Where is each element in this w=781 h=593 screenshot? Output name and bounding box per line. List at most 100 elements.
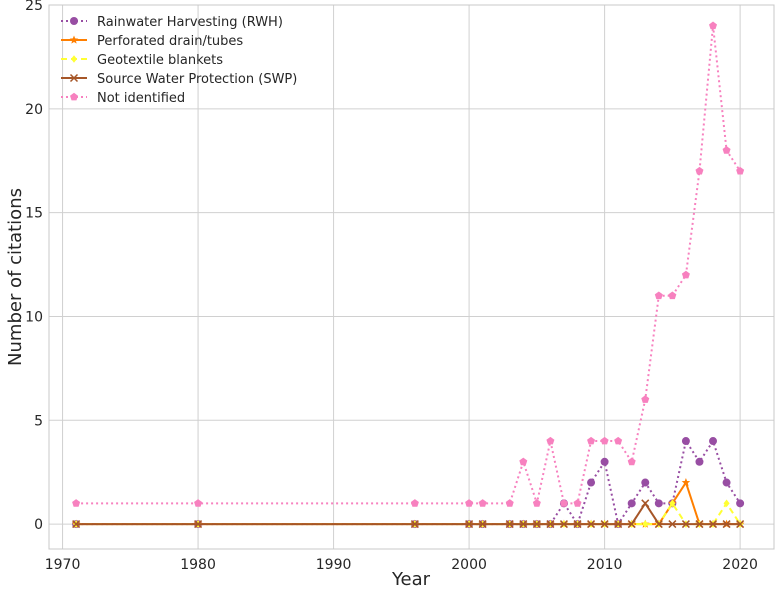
data-point bbox=[573, 520, 582, 529]
y-axis-label: Number of citations bbox=[5, 188, 26, 366]
series-3 bbox=[72, 499, 745, 529]
data-point bbox=[681, 270, 690, 279]
data-point bbox=[627, 520, 636, 529]
data-point bbox=[695, 166, 704, 175]
data-point bbox=[194, 520, 203, 529]
legend-label: Source Water Protection (SWP) bbox=[97, 72, 297, 87]
data-point bbox=[654, 499, 663, 508]
plot-background bbox=[49, 5, 774, 549]
legend-label: Perforated drain/tubes bbox=[97, 34, 243, 49]
data-point bbox=[505, 520, 514, 529]
data-point bbox=[654, 291, 663, 300]
data-point bbox=[641, 499, 650, 508]
data-point bbox=[709, 437, 718, 446]
y-tick-label: 15 bbox=[25, 206, 43, 222]
data-point bbox=[669, 499, 676, 508]
data-point bbox=[72, 520, 81, 529]
y-tick-label: 25 bbox=[25, 0, 43, 14]
data-point bbox=[708, 520, 718, 529]
plot-frame bbox=[48, 4, 775, 550]
data-point bbox=[478, 499, 487, 507]
legend-marker bbox=[69, 35, 79, 44]
data-point bbox=[532, 499, 541, 507]
y-tick-label: 20 bbox=[25, 102, 43, 118]
legend-marker bbox=[70, 17, 78, 25]
x-tick-label: 1970 bbox=[45, 557, 81, 573]
data-point bbox=[695, 457, 704, 466]
legend-marker bbox=[70, 55, 78, 63]
data-point bbox=[709, 21, 718, 30]
y-axis-ticks: 0 5 10 15 20 25 bbox=[25, 0, 43, 533]
data-point bbox=[519, 457, 528, 466]
data-point bbox=[668, 291, 677, 300]
data-point bbox=[465, 520, 474, 529]
data-point bbox=[723, 499, 730, 508]
legend-entry: Geotextile blankets bbox=[61, 53, 223, 68]
x-axis-label: Year bbox=[391, 569, 431, 590]
data-point bbox=[681, 437, 690, 446]
data-point bbox=[600, 520, 609, 529]
x-tick-label: 1980 bbox=[180, 557, 216, 573]
data-point bbox=[587, 520, 596, 529]
x-tick-label: 1990 bbox=[316, 557, 352, 573]
data-point bbox=[587, 436, 596, 445]
data-point bbox=[641, 395, 650, 403]
legend-entry: Perforated drain/tubes bbox=[61, 34, 243, 49]
data-point bbox=[546, 436, 555, 445]
series-4 bbox=[72, 21, 745, 508]
data-point bbox=[410, 499, 419, 507]
legend-entry: Source Water Protection (SWP) bbox=[61, 72, 297, 87]
data-point bbox=[505, 499, 514, 507]
x-tick-label: 2020 bbox=[722, 557, 758, 573]
legend-marker bbox=[69, 73, 79, 83]
axes-frame bbox=[48, 4, 775, 550]
x-tick-label: 2010 bbox=[587, 557, 623, 573]
data-point bbox=[573, 499, 582, 507]
data-point bbox=[600, 457, 609, 466]
data-point bbox=[465, 499, 474, 507]
legend-label: Geotextile blankets bbox=[97, 53, 223, 68]
legend-label: Rainwater Harvesting (RWH) bbox=[97, 15, 283, 30]
data-point bbox=[532, 520, 541, 529]
legend-label: Not identified bbox=[97, 91, 185, 106]
data-point bbox=[668, 520, 677, 529]
data-point bbox=[654, 520, 663, 529]
y-tick-label: 5 bbox=[34, 413, 43, 429]
data-point bbox=[736, 520, 745, 529]
data-point bbox=[519, 520, 528, 529]
legend-entry: Not identified bbox=[61, 91, 185, 106]
series-layer bbox=[71, 21, 745, 529]
data-point bbox=[600, 436, 609, 445]
data-point bbox=[681, 520, 690, 529]
plot-area bbox=[48, 4, 775, 550]
data-point bbox=[410, 520, 419, 529]
data-point bbox=[722, 520, 731, 529]
data-point bbox=[194, 499, 203, 507]
data-point bbox=[72, 499, 81, 507]
data-point bbox=[736, 166, 745, 175]
data-point bbox=[736, 499, 745, 508]
data-point bbox=[546, 520, 555, 529]
x-axis-ticks: 1970 1980 1990 2000 2010 2020 bbox=[45, 557, 758, 573]
data-point bbox=[559, 520, 568, 529]
data-point bbox=[559, 499, 568, 507]
data-point bbox=[695, 520, 704, 529]
y-tick-label: 10 bbox=[25, 309, 43, 325]
y-tick-label: 0 bbox=[34, 517, 43, 533]
data-point bbox=[587, 478, 596, 487]
data-point bbox=[722, 478, 731, 487]
legend-marker bbox=[70, 92, 78, 101]
data-point bbox=[722, 146, 731, 154]
x-tick-label: 2000 bbox=[451, 557, 487, 573]
legend-entry: Rainwater Harvesting (RWH) bbox=[61, 15, 283, 30]
series-line bbox=[76, 438, 741, 527]
data-point bbox=[478, 520, 487, 529]
data-point bbox=[627, 457, 636, 466]
data-point bbox=[627, 499, 636, 508]
legend: Rainwater Harvesting (RWH) Perforated dra… bbox=[61, 15, 297, 106]
data-point bbox=[681, 478, 691, 487]
data-point bbox=[641, 478, 650, 487]
data-point bbox=[614, 436, 623, 445]
data-point bbox=[642, 520, 649, 528]
